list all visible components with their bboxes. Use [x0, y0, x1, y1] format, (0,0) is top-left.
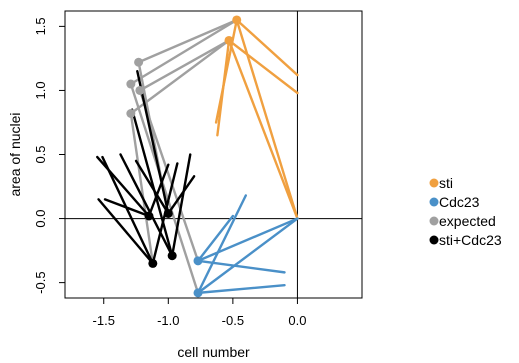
- legend-label-expected: expected: [439, 213, 496, 229]
- expected-point-3: [126, 109, 136, 118]
- sti-cdc23-segment-2: [147, 163, 170, 218]
- legend-marker-expected: [429, 216, 439, 226]
- sti-segment-4: [216, 39, 231, 137]
- y-tick-label-2: 0.5: [33, 145, 48, 163]
- sti-cdc23-segment-6: [101, 155, 155, 265]
- expected-segment-5: [129, 82, 200, 295]
- sti-cdc23-point-3: [167, 251, 177, 261]
- y-tick-label-0: -0.5: [33, 271, 48, 293]
- sti-cdc23-segment-4: [167, 175, 196, 215]
- cdc23-point-1: [193, 288, 203, 298]
- sti-cdc23-point-2: [148, 258, 158, 268]
- legend-marker-sti: [429, 178, 439, 188]
- plot-area: [65, 11, 362, 298]
- expected-point-2: [135, 85, 145, 95]
- sti-segment-2: [235, 18, 299, 220]
- expected-point-0: [134, 57, 144, 67]
- expected-segment-1: [129, 18, 238, 86]
- expected-segment-0: [137, 18, 238, 64]
- legend-marker-cdc23: [429, 197, 439, 207]
- sti-cdc23-segment-9: [119, 153, 174, 257]
- axes: -1.5 -1.0 -0.5 0.0 -0.5 0.0 0.5 1.0 1.5 cell numb…: [7, 10, 363, 360]
- expected-segment-7: [129, 112, 155, 265]
- cdc23-segment-3: [196, 217, 299, 295]
- y-tick-label-1: 0.0: [33, 210, 48, 228]
- expected-segment-6: [138, 89, 200, 263]
- cdc23-point-0: [193, 256, 203, 266]
- sti-cdc23-segment-7: [97, 198, 155, 265]
- cdc23-segment-5: [196, 194, 247, 295]
- x-tick-label-3: 0.0: [288, 313, 306, 328]
- sti-segment-0: [235, 18, 299, 77]
- y-tick-label-3: 1.0: [33, 81, 48, 99]
- legend: sti Cdc23 expected sti+Cdc23: [429, 175, 502, 248]
- cdc23-segment-4: [196, 283, 286, 295]
- sti-cdc23-segment-10: [130, 108, 174, 257]
- sti-cdc23-point-0: [144, 211, 154, 221]
- expected-point-1: [126, 79, 136, 89]
- sti-segment-5: [227, 39, 299, 220]
- y-tick-label-4: 1.5: [33, 17, 48, 35]
- cdc23-segment-0: [196, 217, 299, 263]
- expected-segment-2: [138, 39, 231, 92]
- legend-label-sti-cdc23: sti+Cdc23: [439, 232, 502, 248]
- legend-label-cdc23: Cdc23: [439, 194, 480, 210]
- sti-cdc23-segment-11: [170, 153, 192, 257]
- sti-point-0: [232, 15, 242, 25]
- cdc23-segment-2: [196, 214, 235, 263]
- x-tick-label-2: -0.5: [222, 313, 244, 328]
- legend-marker-sti-cdc23: [429, 235, 439, 245]
- sti-cdc23-segment-5: [136, 70, 170, 215]
- x-tick-label-0: -1.5: [93, 313, 115, 328]
- legend-label-sti: sti: [439, 175, 453, 191]
- y-axis-title: area of nuclei: [7, 112, 23, 196]
- sti-cdc23-point-1: [163, 208, 173, 218]
- sti-segment-3: [227, 39, 299, 95]
- sti-point-1: [224, 35, 234, 45]
- x-axis-title: cell number: [177, 344, 250, 360]
- plot-content: [65, 11, 362, 298]
- x-tick-label-1: -1.0: [157, 313, 179, 328]
